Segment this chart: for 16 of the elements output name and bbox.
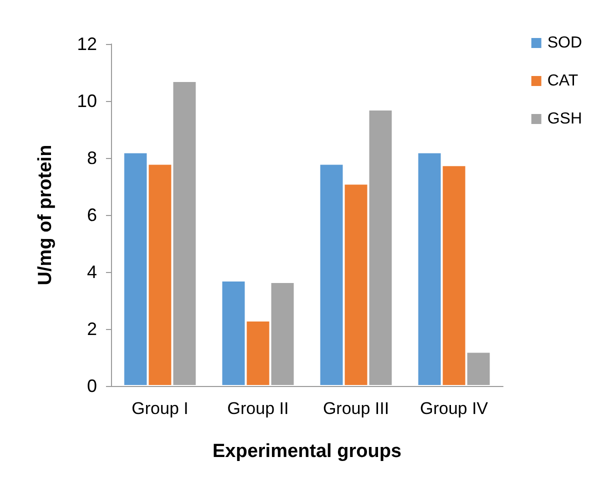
legend-label: GSH — [547, 110, 582, 128]
x-tick-label: Group III — [322, 399, 390, 418]
y-axis-title: U/mg of protein — [35, 144, 56, 286]
y-tick-label: 2 — [86, 319, 97, 339]
x-tick-label: Group I — [132, 399, 188, 418]
x-axis-title: Experimental groups — [212, 441, 402, 462]
y-tick-label: 12 — [76, 34, 97, 54]
y-tick-label: 6 — [86, 205, 97, 225]
legend-label: CAT — [547, 72, 578, 90]
y-tick-label: 0 — [86, 376, 97, 396]
y-tick-label: 4 — [86, 262, 97, 282]
x-tick-label: Group IV — [420, 399, 489, 418]
y-tick-label: 10 — [76, 91, 97, 111]
x-tick-label: Group II — [227, 399, 289, 418]
y-tick-label: 8 — [86, 148, 97, 168]
legend-label: SOD — [547, 34, 582, 52]
